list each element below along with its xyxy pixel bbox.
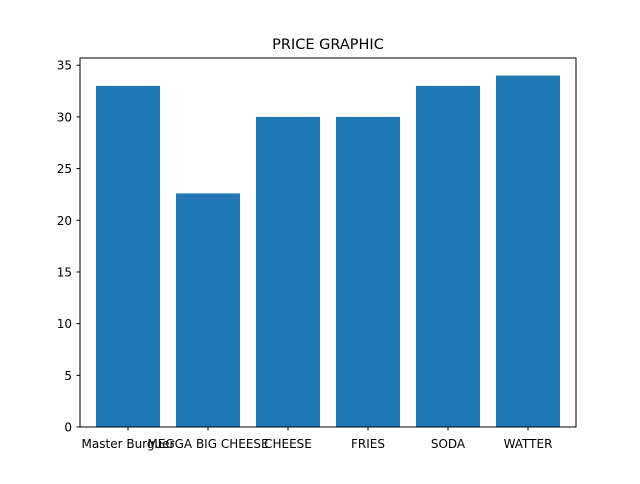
x-tick-label-1: MEGGA BIG CHEESE	[147, 437, 268, 451]
y-tick-label-1: 5	[64, 369, 72, 383]
bar-0	[96, 85, 160, 427]
y-tick-label-0: 0	[64, 421, 72, 435]
x-tick-label-2: CHEESE	[264, 437, 312, 451]
chart-title: PRICE GRAPHIC	[272, 37, 384, 53]
y-axis: 0 5 10 15 20 25 30 35	[57, 59, 80, 435]
y-tick-label-7: 35	[57, 59, 72, 73]
x-tick-label-4: SODA	[431, 437, 466, 451]
y-tick-label-4: 20	[57, 214, 72, 228]
y-tick-label-5: 25	[57, 162, 72, 176]
bar-5	[496, 75, 560, 427]
bars-group	[96, 75, 560, 428]
y-tick-label-2: 10	[57, 317, 72, 331]
x-tick-label-5: WATTER	[504, 437, 553, 451]
bar-3	[336, 116, 400, 428]
x-tick-label-0: Master Burguer	[82, 437, 175, 451]
plot-frame	[79, 57, 577, 428]
y-tick-label-6: 30	[57, 110, 72, 124]
x-tick-label-3: FRIES	[351, 437, 385, 451]
bar-2	[256, 116, 320, 428]
bar-1	[176, 193, 240, 427]
bar-4	[416, 85, 480, 427]
y-tick-label-3: 15	[57, 265, 72, 279]
